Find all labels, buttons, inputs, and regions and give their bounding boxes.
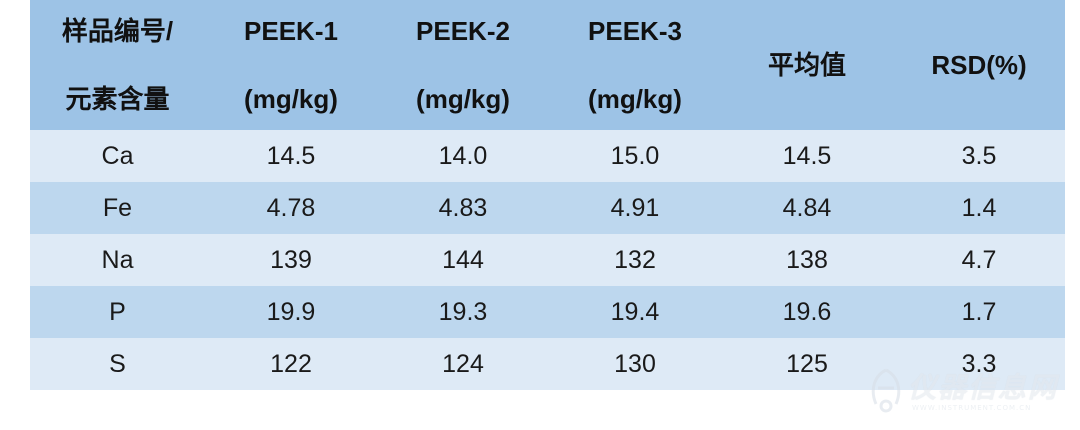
cell-average: 14.5: [721, 130, 893, 182]
cell-peek-1: 139: [205, 234, 377, 286]
cell-element: Fe: [30, 182, 205, 234]
cell-average: 138: [721, 234, 893, 286]
cell-rsd: 1.7: [893, 286, 1065, 338]
header-line: (mg/kg): [588, 84, 682, 114]
cell-peek-2: 14.0: [377, 130, 549, 182]
table-row: Na 139 144 132 138 4.7: [30, 234, 1065, 286]
cell-peek-2: 124: [377, 338, 549, 390]
cell-rsd: 3.3: [893, 338, 1065, 390]
header-line: (mg/kg): [244, 84, 338, 114]
cell-peek-1: 4.78: [205, 182, 377, 234]
header-line: PEEK-2: [416, 16, 510, 46]
header-peek-1: PEEK-1 (mg/kg): [205, 0, 377, 130]
table-row: Fe 4.78 4.83 4.91 4.84 1.4: [30, 182, 1065, 234]
table-row: P 19.9 19.3 19.4 19.6 1.7: [30, 286, 1065, 338]
header-line: 平均值: [767, 50, 846, 80]
header-peek-2: PEEK-2 (mg/kg): [377, 0, 549, 130]
cell-peek-3: 15.0: [549, 130, 721, 182]
cell-peek-3: 4.91: [549, 182, 721, 234]
header-line: 元素含量: [65, 84, 170, 114]
header-line: (mg/kg): [416, 84, 510, 114]
cell-element: Na: [30, 234, 205, 286]
cell-element: S: [30, 338, 205, 390]
table-header-row: 样品编号/ 元素含量 PEEK-1 (mg/kg) PEEK-2 (mg/kg)…: [30, 0, 1065, 130]
header-average: 平均值: [721, 0, 893, 130]
watermark-subtext: WWW.INSTRUMENT.COM.CN: [912, 404, 1032, 412]
cell-peek-1: 122: [205, 338, 377, 390]
header-line: PEEK-1: [244, 16, 338, 46]
cell-average: 4.84: [721, 182, 893, 234]
header-peek-3: PEEK-3 (mg/kg): [549, 0, 721, 130]
cell-peek-2: 4.83: [377, 182, 549, 234]
cell-peek-2: 144: [377, 234, 549, 286]
table-row: Ca 14.5 14.0 15.0 14.5 3.5: [30, 130, 1065, 182]
cell-peek-3: 130: [549, 338, 721, 390]
cell-rsd: 3.5: [893, 130, 1065, 182]
cell-average: 125: [721, 338, 893, 390]
cell-peek-3: 19.4: [549, 286, 721, 338]
cell-peek-1: 19.9: [205, 286, 377, 338]
cell-peek-3: 132: [549, 234, 721, 286]
header-rsd: RSD(%): [893, 0, 1065, 130]
header-sample-id: 样品编号/ 元素含量: [30, 0, 205, 130]
cell-average: 19.6: [721, 286, 893, 338]
header-line: PEEK-3: [588, 16, 682, 46]
cell-peek-2: 19.3: [377, 286, 549, 338]
table-row: S 122 124 130 125 3.3: [30, 338, 1065, 390]
header-line: RSD(%): [931, 50, 1027, 80]
cell-rsd: 1.4: [893, 182, 1065, 234]
cell-peek-1: 14.5: [205, 130, 377, 182]
element-content-table: 样品编号/ 元素含量 PEEK-1 (mg/kg) PEEK-2 (mg/kg)…: [30, 0, 1065, 390]
cell-element: P: [30, 286, 205, 338]
header-line: 样品编号/: [61, 16, 174, 46]
cell-element: Ca: [30, 130, 205, 182]
cell-rsd: 4.7: [893, 234, 1065, 286]
